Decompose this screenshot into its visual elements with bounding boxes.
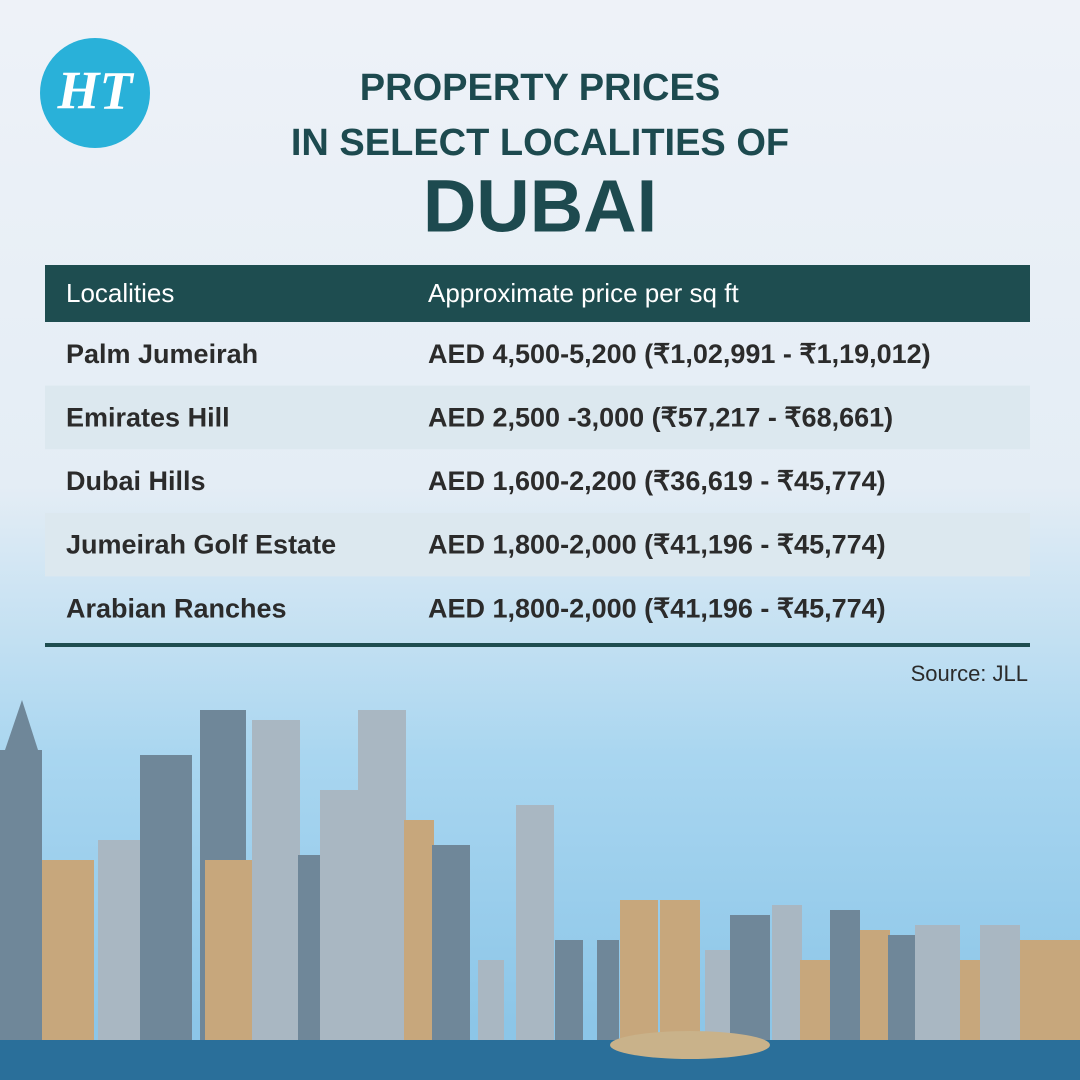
title-main: DUBAI bbox=[423, 165, 657, 248]
cell: Palm Jumeirah bbox=[66, 339, 258, 369]
table-header bbox=[45, 265, 1030, 322]
row-band bbox=[45, 385, 1030, 450]
cell: AED 2,500 -3,000 (₹57,217 - ₹68,661) bbox=[428, 403, 893, 433]
title-line: PROPERTY PRICES bbox=[360, 67, 720, 109]
cell: Dubai Hills bbox=[66, 466, 206, 496]
table-body: Palm Jumeirah AED 4,500-5,200 (₹1,02,991 … bbox=[45, 339, 1030, 623]
cell: AED 1,600-2,200 (₹36,619 - ₹45,774) bbox=[428, 466, 886, 496]
title-line: IN SELECT LOCALITIES OF bbox=[291, 122, 789, 164]
cell: AED 4,500-5,200 (₹1,02,991 - ₹1,19,012) bbox=[428, 339, 931, 369]
source: Source: JLL bbox=[911, 661, 1028, 686]
cell: AED 1,800-2,000 (₹41,196 - ₹45,774) bbox=[428, 593, 886, 623]
cell: Arabian Ranches bbox=[66, 593, 287, 623]
table-rule bbox=[45, 643, 1030, 647]
skyline bbox=[0, 700, 1080, 1080]
logo-badge bbox=[40, 38, 150, 148]
cell: Jumeirah Golf Estate bbox=[66, 530, 336, 560]
column-header: Approximate price per sq ft bbox=[428, 278, 739, 308]
table: Localities Approximate price per sq ft P… bbox=[45, 265, 1030, 647]
cell: AED 1,800-2,000 (₹41,196 - ₹45,774) bbox=[428, 530, 886, 560]
logo: HT bbox=[40, 38, 150, 148]
logo-text: HT bbox=[57, 60, 135, 120]
row-band bbox=[45, 512, 1030, 577]
column-header: Localities bbox=[66, 278, 174, 308]
cell: Emirates Hill bbox=[66, 403, 230, 433]
